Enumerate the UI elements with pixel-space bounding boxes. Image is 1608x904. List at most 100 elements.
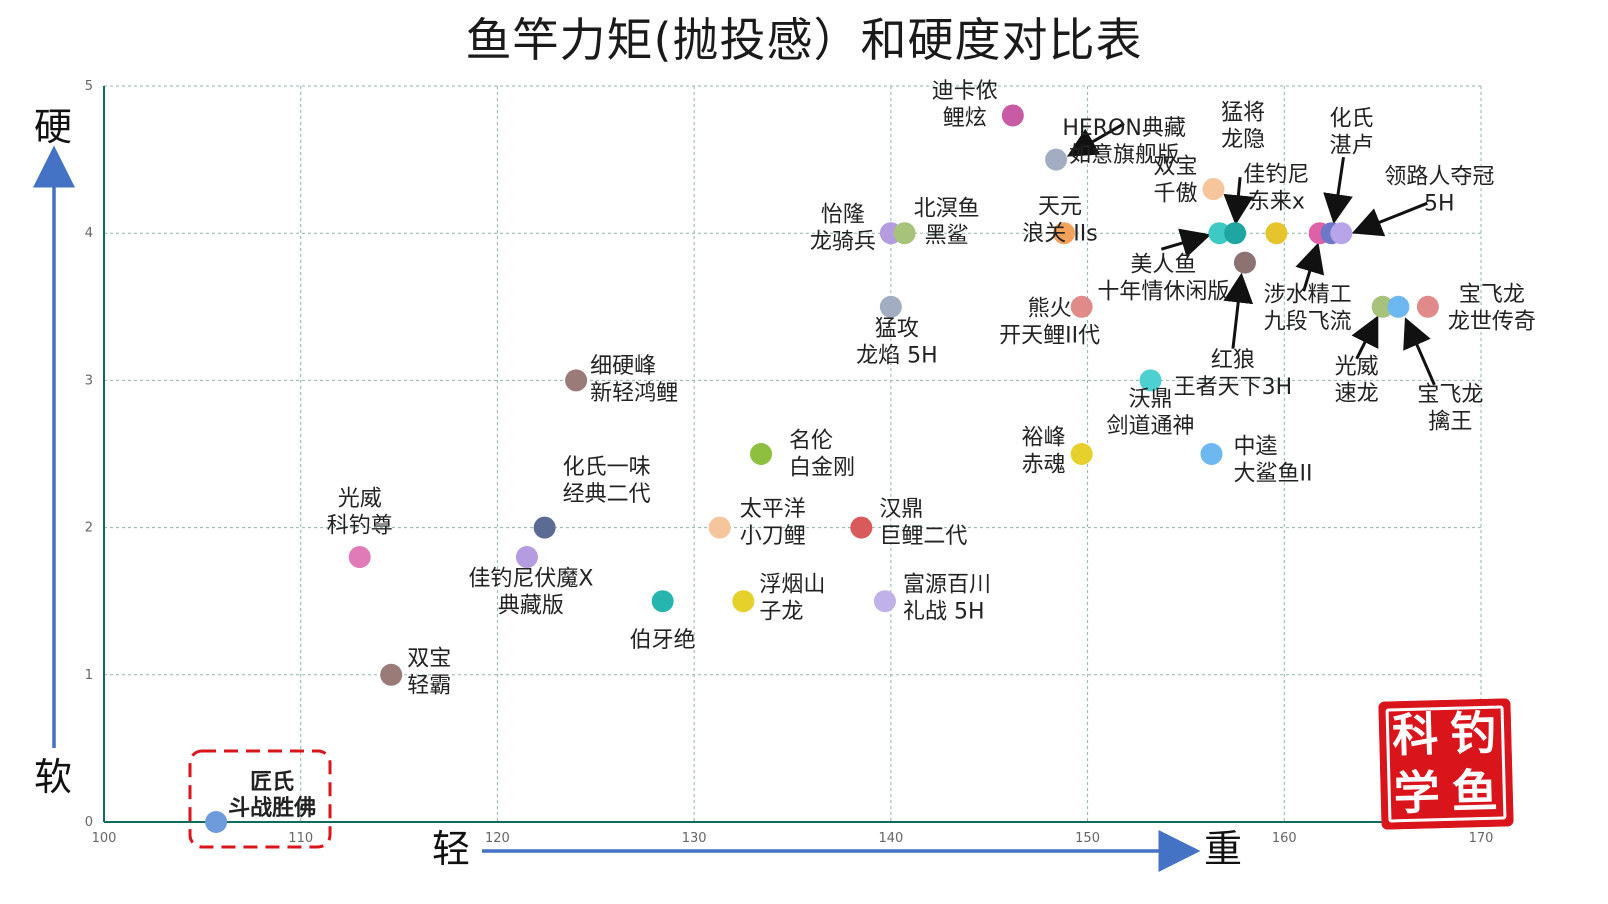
callout-arrow — [1066, 122, 1125, 157]
data-point — [750, 443, 773, 465]
point-label: 迪卡侬鲤炫 — [932, 79, 998, 131]
callout-arrow — [1160, 228, 1212, 258]
highlight-box — [188, 749, 332, 849]
point-label-line: 东来x — [1248, 190, 1305, 215]
callout-arrow — [1223, 272, 1254, 349]
data-point — [1045, 148, 1068, 171]
point-label: 富源百川礼战 5H — [903, 573, 991, 625]
point-label-line: 双宝 — [1153, 155, 1197, 180]
point-label: 裕峰赤魂 — [1022, 426, 1066, 478]
point-label-line: 剑道通神 — [1107, 414, 1195, 439]
point-label-line: 涉水精工 — [1264, 283, 1352, 308]
point-label: 猛攻龙焰 5H — [856, 316, 938, 368]
y-tick-label: 3 — [85, 373, 93, 388]
data-point — [651, 590, 674, 613]
point-label-line: 猛攻 — [875, 316, 919, 341]
point-label: 化氏一味经典二代 — [563, 455, 651, 507]
point-label-line: 赤魂 — [1022, 453, 1066, 478]
point-label: 伯牙绝 — [630, 628, 696, 653]
point-label-line: 龙焰 5H — [856, 343, 938, 368]
point-label-line: 汉鼎 — [879, 497, 923, 522]
x-axis-left-word: 轻 — [432, 827, 470, 871]
point-label: 美人鱼十年情休闲版 — [1097, 253, 1229, 305]
point-label: 红狼王者天下3H — [1174, 348, 1293, 400]
data-point — [1233, 251, 1256, 274]
point-label-line: 领路人夺冠 — [1384, 165, 1494, 190]
point-label-line: 化氏 — [1329, 107, 1373, 132]
point-label-line: 龙骑兵 — [810, 230, 876, 255]
data-point — [732, 590, 755, 613]
callout-arrow — [1323, 156, 1353, 225]
point-label: 太平洋小刀鲤 — [740, 497, 806, 549]
data-point — [565, 369, 588, 392]
data-point — [1265, 222, 1288, 245]
point-label-line: 龙世传奇 — [1448, 309, 1536, 334]
data-point — [893, 222, 916, 245]
point-label: 匠氏斗战胜佛 — [228, 770, 316, 821]
point-label-line: 鲤炫 — [943, 106, 987, 131]
stamp-char: 科 — [1391, 707, 1439, 763]
point-label: 天元浪关 IIs — [1022, 195, 1097, 247]
stamp-char: 钓 — [1449, 705, 1497, 761]
data-point — [1330, 222, 1353, 245]
point-label: 细硬峰新轻鸿鲤 — [590, 354, 678, 406]
point-label-line: 北溟鱼 — [914, 197, 980, 222]
data-point — [1224, 222, 1247, 245]
point-label-line: 轻霸 — [407, 673, 451, 698]
point-label-line: 沃鼎 — [1129, 387, 1173, 412]
y-tick-label: 4 — [85, 226, 93, 241]
point-label-line: 速龙 — [1335, 381, 1379, 406]
data-point — [205, 811, 228, 833]
callout-arrow — [1351, 201, 1428, 237]
point-label-line: 红狼 — [1211, 348, 1255, 373]
data-point — [1387, 295, 1410, 318]
point-label-line: 熊火 — [1028, 296, 1072, 321]
y-tick-label: 2 — [85, 521, 93, 536]
point-label: 汉鼎巨鲤二代 — [879, 497, 967, 549]
point-label: 熊火开天鲤II代 — [999, 296, 1100, 348]
point-label-line: 千傲 — [1153, 182, 1197, 207]
grid-lines — [104, 85, 1482, 822]
data-point — [515, 546, 538, 569]
point-label-line: 迪卡侬 — [932, 79, 998, 104]
point-label-line: 龙隐 — [1221, 128, 1265, 153]
point-label: 北溟鱼黑鲨 — [914, 197, 980, 249]
x-tick-label: 120 — [485, 831, 510, 846]
data-point — [1052, 222, 1075, 245]
data-point — [873, 590, 896, 613]
point-label-line: 擒王 — [1428, 409, 1472, 434]
data-point — [1200, 443, 1223, 465]
data-point — [879, 295, 902, 318]
chart-title: 鱼竿力矩(抛投感）和硬度对比表 — [465, 13, 1143, 67]
axes: 100 110 120 130 140 150 160 170 0 1 2 3 4 5 — [85, 79, 1494, 846]
callout-arrow — [1403, 317, 1436, 386]
point-label-line: 佳钓尼伏魔X — [468, 567, 593, 592]
point-label-line: 浮烟山 — [759, 573, 825, 598]
data-point — [1371, 295, 1394, 318]
point-label-line: 王者天下3H — [1174, 375, 1293, 400]
point-label-line: 名伦 — [789, 429, 833, 454]
point-label-line: 太平洋 — [740, 497, 806, 522]
point-label-line: 白金刚 — [789, 456, 855, 481]
x-axis-right-word: 重 — [1204, 827, 1242, 871]
point-label-line: 黑鲨 — [925, 224, 969, 249]
point-label: 宝飞龙龙世传奇 — [1448, 282, 1536, 334]
point-label: 猛将龙隐 — [1221, 101, 1265, 153]
seal-stamp: 科 钓 学 鱼 — [1378, 698, 1514, 830]
point-label-line: 如意旗舰版 — [1069, 143, 1179, 168]
point-label: 涉水精工九段飞流 — [1264, 283, 1352, 335]
point-label-line: 光威 — [338, 487, 382, 512]
point-label-line: 经典二代 — [563, 482, 651, 507]
y-axis-top-word: 硬 — [34, 105, 72, 149]
stamp-char: 学 — [1393, 765, 1441, 821]
x-tick-label: 170 — [1469, 831, 1494, 846]
point-label: 领路人夺冠 5H — [1384, 165, 1494, 217]
data-point — [708, 516, 731, 539]
point-label-line: 美人鱼 — [1130, 253, 1196, 278]
point-label-line: 富源百川 — [903, 573, 991, 598]
point-label-line: 5H — [1424, 192, 1455, 217]
point-label-line: 伯牙绝 — [630, 628, 696, 653]
point-label-line: 开天鲤II代 — [999, 323, 1100, 348]
